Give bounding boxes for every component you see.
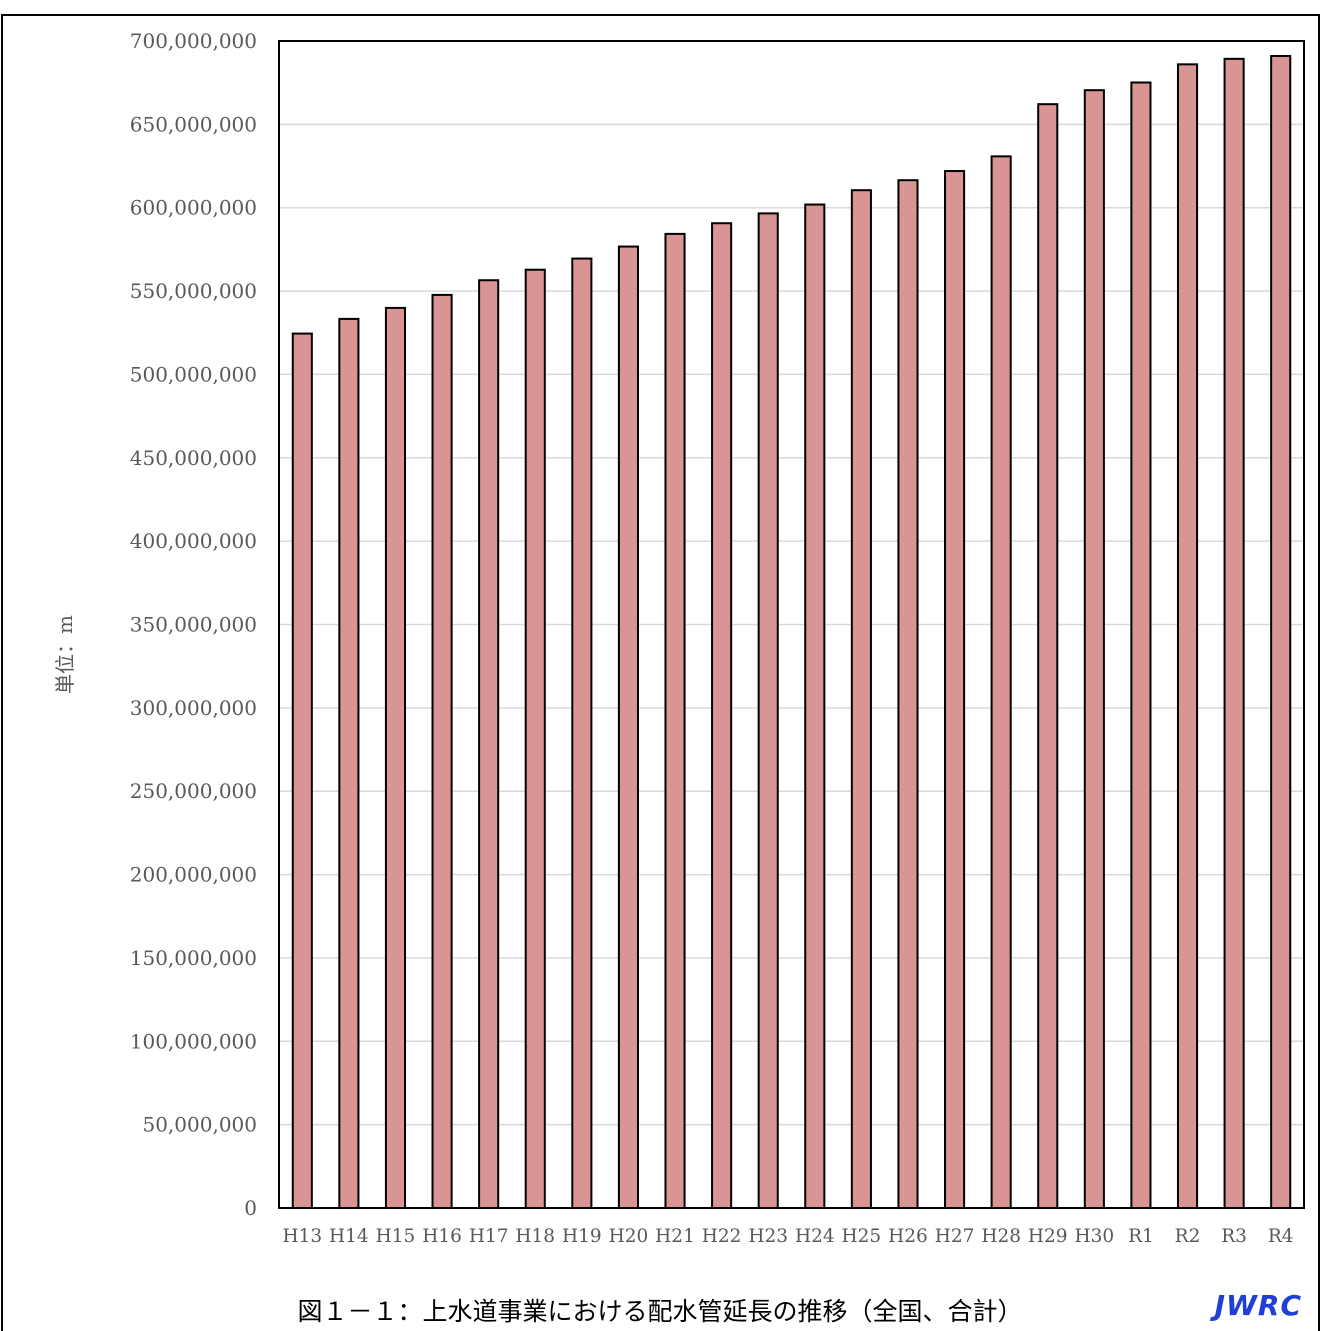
x-tick-label: H28 bbox=[981, 1226, 1021, 1247]
bar-H20 bbox=[617, 245, 639, 1209]
x-tick-label: H17 bbox=[469, 1226, 509, 1247]
bar-H13 bbox=[291, 332, 313, 1209]
bar-H15 bbox=[384, 306, 407, 1210]
bar-H21 bbox=[664, 232, 686, 1209]
x-tick-label: H16 bbox=[422, 1226, 462, 1247]
bars bbox=[291, 55, 1292, 1210]
x-tick-label: R2 bbox=[1175, 1226, 1201, 1247]
y-tick-label: 200,000,000 bbox=[130, 863, 257, 887]
bar-H29 bbox=[1037, 103, 1059, 1210]
y-tick-label: 700,000,000 bbox=[130, 29, 257, 53]
bar-H22 bbox=[711, 222, 733, 1210]
bar-H28 bbox=[990, 155, 1012, 1209]
x-tick-label: H20 bbox=[609, 1226, 649, 1247]
bar-R4 bbox=[1270, 55, 1292, 1210]
y-tick-label: 250,000,000 bbox=[130, 779, 257, 803]
y-tick-label: 350,000,000 bbox=[130, 613, 257, 637]
x-tick-label: R1 bbox=[1128, 1226, 1154, 1247]
y-tick-label: 300,000,000 bbox=[130, 696, 257, 720]
figure-caption: 図１－１：上水道事業における配水管延長の推移（全国、合計） bbox=[297, 1297, 1023, 1326]
x-tick-label: H23 bbox=[748, 1226, 788, 1247]
bar-H14 bbox=[338, 317, 360, 1209]
y-tick-label: 450,000,000 bbox=[130, 446, 257, 470]
x-tick-labels: H13 H14 H15 H16 H17 H18 H19 H20 H21 H22 H23 H24 H25 H… bbox=[282, 1226, 1293, 1247]
x-tick-label: H25 bbox=[842, 1226, 882, 1247]
jwrc-logo: JWRC bbox=[1214, 1289, 1302, 1322]
x-tick-label: H13 bbox=[282, 1226, 322, 1247]
bar-H17 bbox=[478, 279, 500, 1209]
x-tick-label: H24 bbox=[795, 1226, 835, 1247]
y-tick-label: 50,000,000 bbox=[142, 1113, 257, 1137]
y-tick-label: 100,000,000 bbox=[130, 1029, 257, 1053]
x-tick-label: H22 bbox=[702, 1226, 742, 1247]
bar-H27 bbox=[944, 170, 966, 1210]
bar-R1 bbox=[1130, 81, 1152, 1210]
x-tick-label: H29 bbox=[1028, 1226, 1068, 1247]
figure-frame bbox=[1, 14, 1320, 1331]
y-axis-label: 単位：m bbox=[53, 615, 77, 694]
y-tick-label: 600,000,000 bbox=[130, 196, 257, 220]
y-tick-label: 550,000,000 bbox=[130, 279, 257, 303]
bar-H18 bbox=[524, 268, 546, 1209]
y-tick-label: 150,000,000 bbox=[130, 946, 257, 970]
x-tick-label: R4 bbox=[1268, 1226, 1294, 1247]
bar-H19 bbox=[571, 257, 593, 1209]
bar-H16 bbox=[431, 293, 453, 1209]
x-tick-label: H14 bbox=[329, 1226, 369, 1247]
x-tick-label: H19 bbox=[562, 1226, 602, 1247]
bar-H24 bbox=[804, 203, 826, 1210]
y-tick-label: 650,000,000 bbox=[130, 112, 257, 136]
bar-H26 bbox=[897, 179, 919, 1209]
y-tick-labels: 0 50,000,000 100,000,000 150,000,000 200,000… bbox=[130, 29, 257, 1220]
bar-H23 bbox=[757, 212, 779, 1209]
x-tick-label: H26 bbox=[888, 1226, 928, 1247]
x-tick-label: H21 bbox=[655, 1226, 695, 1247]
bar-H25 bbox=[850, 189, 872, 1209]
x-tick-label: H30 bbox=[1074, 1226, 1114, 1247]
y-tick-label: 0 bbox=[244, 1196, 257, 1220]
x-tick-label: H18 bbox=[515, 1226, 555, 1247]
y-tick-label: 400,000,000 bbox=[130, 529, 257, 553]
bar-R2 bbox=[1176, 63, 1199, 1210]
x-tick-label: H27 bbox=[935, 1226, 975, 1247]
bar-H30 bbox=[1083, 89, 1105, 1210]
x-tick-label: H15 bbox=[376, 1226, 416, 1247]
y-tick-label: 500,000,000 bbox=[130, 362, 257, 386]
x-tick-label: R3 bbox=[1221, 1226, 1247, 1247]
bar-R3 bbox=[1223, 57, 1245, 1210]
plot-area-border bbox=[278, 40, 1305, 1209]
